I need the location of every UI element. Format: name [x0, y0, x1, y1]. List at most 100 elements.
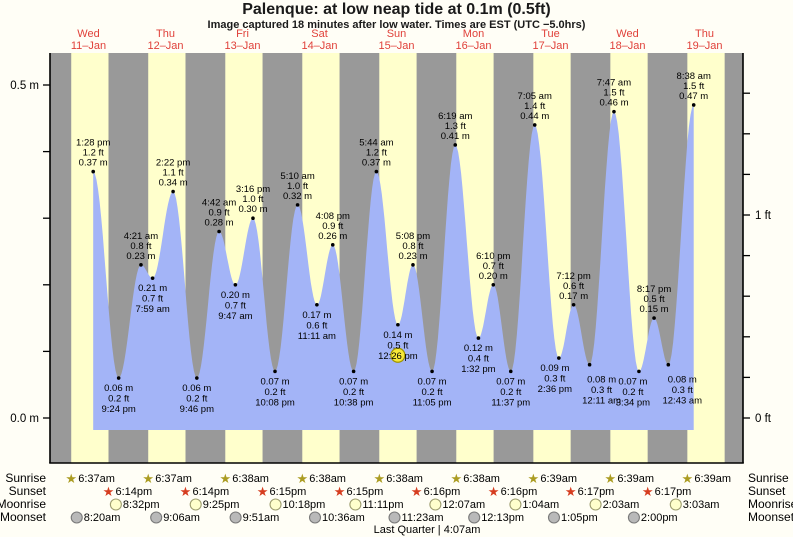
tide-annotation-low: 0.07 m — [260, 376, 289, 387]
day-label-date: 12–Jan — [147, 40, 183, 52]
tide-annotation-high: 6:10 pm — [476, 251, 510, 262]
tide-annotation-high: 0.37 m — [79, 158, 108, 169]
tide-annotation-low: 3:34 pm — [616, 397, 650, 408]
moonrise-icon — [109, 498, 122, 511]
tide-point-dot — [691, 103, 696, 107]
tide-annotation-high: 0.30 m — [238, 204, 267, 215]
day-label-dow: Mon — [463, 28, 484, 40]
astro-row-label-right-moonrise: Moonrise — [748, 497, 793, 511]
sunset-time: 6:17pm — [655, 486, 692, 498]
sunrise-icon: ★ — [142, 471, 154, 486]
tide-annotation-low: 0.06 m — [104, 383, 133, 394]
sunset-icon: ★ — [334, 484, 346, 499]
moon-phase-note: Last Quarter | 4:07am — [374, 524, 481, 536]
tide-point-dot — [453, 143, 458, 147]
tide-annotation-high: 1:28 pm — [76, 138, 110, 149]
sunset-time: 6:17pm — [578, 486, 615, 498]
left-axis-label: 0.0 m — [10, 413, 39, 425]
sunrise-icon: ★ — [373, 471, 385, 486]
tide-point-dot — [116, 376, 121, 380]
tide-annotation-low: 0.4 ft — [468, 354, 489, 365]
day-label-dow: Thu — [695, 28, 714, 40]
sunset-icon: ★ — [488, 484, 500, 499]
astro-row-label-left-moonrise: Moonrise — [0, 497, 46, 511]
sunset-time: 6:16pm — [501, 486, 538, 498]
tide-annotation-low: 0.2 ft — [186, 394, 207, 405]
tide-point-dot — [430, 369, 434, 374]
tide-annotation-low: 0.08 m — [668, 375, 697, 386]
tide-annotation-low: 0.08 m — [587, 375, 616, 386]
sunrise-icon: ★ — [296, 471, 308, 486]
tide-annotation-low: 9:46 pm — [180, 404, 214, 415]
tide-annotation-low: 11:37 pm — [491, 397, 530, 408]
tide-annotation-low: 11:05 pm — [413, 397, 452, 408]
tide-annotation-low: 0.3 ft — [544, 374, 565, 385]
tide-annotation-low: 10:08 pm — [255, 397, 295, 408]
tide-annotation-high: 2:22 pm — [156, 158, 190, 169]
sunset-icon: ★ — [103, 484, 115, 499]
tide-annotation-high: 1.2 ft — [83, 148, 104, 159]
tide-annotation-low: 0.2 ft — [622, 387, 643, 398]
current-time-marker — [390, 347, 406, 363]
tide-point-dot — [171, 189, 175, 194]
tide-annotation-high: 1.5 ft — [603, 88, 624, 99]
moonrise-time: 2:03am — [603, 499, 640, 511]
tide-point-dot — [351, 369, 356, 374]
tide-annotation-low: 9:47 am — [218, 311, 252, 322]
astro-row-label-right-moonset: Moonset — [748, 510, 793, 524]
sunrise-icon: ★ — [682, 471, 694, 486]
day-label-dow: Thu — [156, 28, 175, 40]
moonrise-time: 1:04am — [522, 499, 559, 511]
day-label-dow: Sun — [387, 28, 407, 40]
tide-annotation-high: 1.0 ft — [242, 194, 263, 205]
moonrise-icon — [509, 498, 522, 511]
tide-annotation-low: 0.7 ft — [225, 300, 246, 311]
tide-annotation-low: 0.14 m — [383, 330, 412, 341]
sunrise-time: 6:38am — [386, 473, 423, 485]
tide-annotation-high: 0.34 m — [159, 178, 188, 189]
tide-annotation-low: 0.06 m — [182, 383, 211, 394]
tide-annotation-high: 5:10 am — [280, 171, 314, 182]
tide-annotation-high: 0.17 m — [559, 291, 588, 302]
day-label-dow: Wed — [77, 28, 99, 40]
tide-annotation-high: 4:21 am — [124, 231, 158, 242]
tide-annotation-high: 4:42 am — [202, 198, 236, 209]
right-axis-label: 1 ft — [755, 210, 772, 222]
tide-annotation-high: 1.5 ft — [683, 81, 704, 92]
tide-annotation-low: 0.6 ft — [306, 320, 327, 331]
tide-point-dot — [195, 376, 199, 380]
moonset-icon — [468, 511, 481, 524]
tide-annotation-low: 12:11 am — [582, 396, 621, 407]
tide-annotation-low: 0.12 m — [464, 343, 493, 354]
tide-annotation-low: 0.2 ft — [264, 387, 285, 398]
tide-annotation-high: 0.44 m — [520, 111, 549, 122]
moonset-icon — [627, 511, 640, 524]
tide-annotation-low: 10:38 pm — [334, 397, 374, 408]
tide-point-dot — [612, 109, 616, 114]
sunrise-time: 6:37am — [78, 473, 115, 485]
sunset-icon: ★ — [642, 484, 654, 499]
tide-annotation-low: 0.7 ft — [142, 294, 163, 305]
moonset-time: 11:23am — [402, 512, 444, 524]
moonrise-icon — [669, 498, 682, 511]
tide-annotation-low: 1:32 pm — [461, 364, 495, 375]
tide-annotation-high: 1.0 ft — [287, 181, 308, 192]
tide-annotation-high: 6:19 am — [438, 111, 472, 122]
moonset-time: 12:13pm — [481, 512, 524, 524]
sunrise-icon: ★ — [65, 471, 77, 486]
page-subtitle: Image captured 18 minutes after low wate… — [207, 19, 586, 31]
astro-row-label-left-sunset: Sunset — [9, 484, 47, 498]
tide-annotation-high: 0.32 m — [283, 191, 312, 202]
tide-point-dot — [476, 336, 481, 340]
day-label-date: 13–Jan — [224, 40, 260, 52]
day-label-dow: Sat — [311, 28, 328, 40]
tide-point-dot — [330, 243, 335, 247]
day-label-date: 14–Jan — [301, 40, 337, 52]
sunset-time: 6:15pm — [347, 486, 384, 498]
moonset-icon — [388, 511, 401, 524]
tide-point-dot — [315, 302, 319, 307]
moonrise-icon — [429, 498, 442, 511]
tide-point-dot — [273, 369, 277, 374]
moonrise-time: 12:07am — [442, 499, 485, 511]
